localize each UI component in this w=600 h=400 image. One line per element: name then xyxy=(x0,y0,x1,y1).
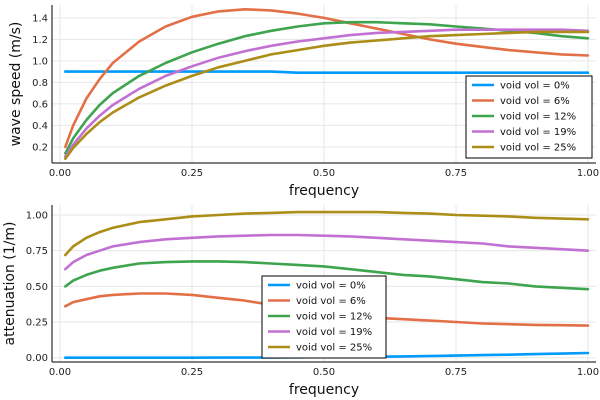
x-tick-label: 1.00 xyxy=(577,367,599,378)
legend-label: void vol = 12% xyxy=(500,112,576,123)
y-tick-label: 0.4 xyxy=(32,121,48,132)
legend-label: void vol = 0% xyxy=(500,81,570,92)
y-tick-label: 1.2 xyxy=(32,35,48,46)
x-tick-label: 0.00 xyxy=(49,367,71,378)
y-tick-label: 0.50 xyxy=(26,282,48,293)
legend: void vol = 0% void vol = 6% void vol = 12%… xyxy=(465,75,593,159)
legend-label: void vol = 6% xyxy=(500,96,570,107)
y-tick-label: 0.75 xyxy=(26,246,48,257)
legend-label: void vol = 19% xyxy=(296,327,372,338)
y-tick-label: 0.25 xyxy=(26,318,48,329)
y-axis-label: wave speed (m/s) xyxy=(8,22,24,147)
y-tick-label: 0.00 xyxy=(26,353,48,364)
plot-panel-1: 0.00 0.25 0.50 0.75 1.00 0.2 0.4 0.6 0.8 1.0 1.2 1.… xyxy=(8,5,599,199)
series-line-4 xyxy=(64,28,590,158)
y-tick-label: 0.2 xyxy=(32,142,48,153)
x-tick-label: 0.00 xyxy=(49,168,71,179)
series-line-2 xyxy=(64,8,590,149)
x-tick-label: 0.25 xyxy=(181,367,203,378)
series-line-4 xyxy=(64,233,590,271)
x-tick-label: 0.50 xyxy=(313,168,335,179)
legend-label: void vol = 6% xyxy=(296,296,366,307)
series-line-1 xyxy=(64,70,590,74)
series-line-3 xyxy=(64,260,590,291)
legend-label: void vol = 12% xyxy=(296,312,372,323)
legend: void vol = 0% void vol = 6% void vol = 12%… xyxy=(261,275,387,359)
y-tick-label: 0.8 xyxy=(32,78,48,89)
x-tick-label: 1.00 xyxy=(577,168,599,179)
series-line-5 xyxy=(64,30,590,160)
y-axis-label: attenuation (1/m) xyxy=(2,222,18,346)
legend-label: void vol = 25% xyxy=(500,143,576,154)
x-tick-label: 0.75 xyxy=(445,168,467,179)
y-tick-label: 1.0 xyxy=(32,56,48,67)
plot-panel-2: 0.00 0.25 0.50 0.75 1.00 0.00 0.25 0.50 0.75 1.00… xyxy=(2,205,599,398)
x-tick-label: 0.25 xyxy=(181,168,203,179)
x-tick-label: 0.50 xyxy=(313,367,335,378)
y-tick-label: 0.6 xyxy=(32,99,48,110)
legend-label: void vol = 0% xyxy=(296,281,366,292)
y-tick-label: 1.00 xyxy=(26,210,48,221)
x-axis-label: frequency xyxy=(289,183,359,199)
y-tick-label: 1.4 xyxy=(32,13,48,24)
legend-label: void vol = 19% xyxy=(500,127,576,138)
series-line-5 xyxy=(64,210,590,257)
x-tick-label: 0.75 xyxy=(445,367,467,378)
x-axis-label: frequency xyxy=(289,382,359,398)
legend-label: void vol = 25% xyxy=(296,343,372,354)
